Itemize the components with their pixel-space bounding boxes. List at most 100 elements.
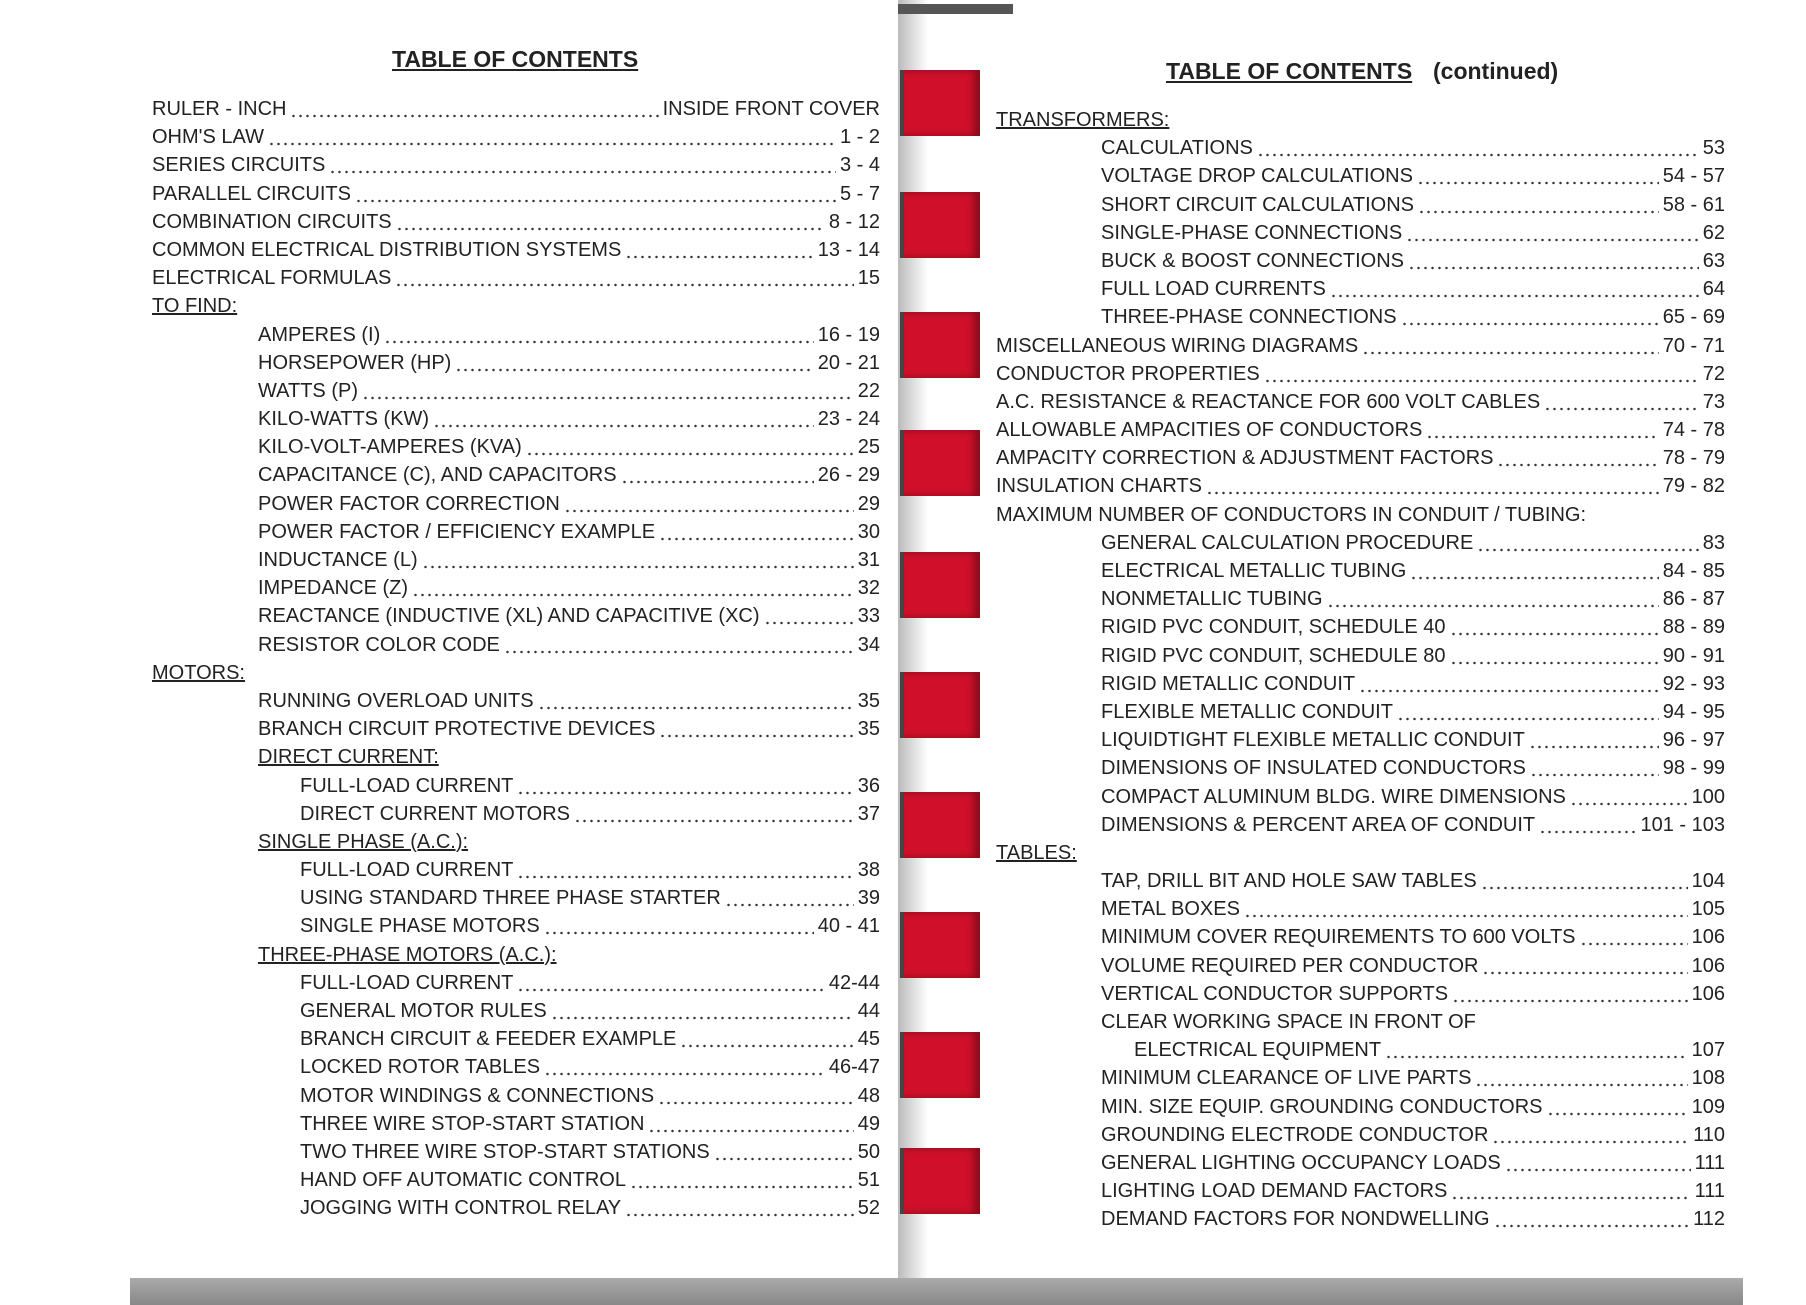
page-number: 64 xyxy=(1702,278,1725,301)
dot-leader xyxy=(1359,669,1659,698)
entry-label: COMBINATION CIRCUITS xyxy=(152,210,392,233)
entry-label: IMPEDANCE (Z) xyxy=(258,577,408,600)
page-number: 23 - 24 xyxy=(817,408,880,431)
dot-leader xyxy=(1449,641,1659,670)
toc-entry: VERTICAL CONDUCTOR SUPPORTS 106 xyxy=(996,979,1725,1008)
toc-entry: AMPERES (I) 16 - 19 xyxy=(152,320,880,349)
toc-entry: SHORT CIRCUIT CALCULATIONS 58 - 61 xyxy=(996,190,1725,219)
page-number: 8 - 12 xyxy=(828,210,880,233)
entry-label: GENERAL MOTOR RULES xyxy=(300,1000,547,1022)
dot-leader xyxy=(421,546,854,575)
page-number: 29 xyxy=(857,492,880,515)
spine-top xyxy=(898,4,1013,14)
toc-entry: CONDUCTOR PROPERTIES 72 xyxy=(996,359,1725,388)
toc-heading: TABLES: xyxy=(996,839,1725,867)
entry-label: RUNNING OVERLOAD UNITS xyxy=(258,689,534,712)
toc-entry: FULL-LOAD CURRENT 36 xyxy=(152,771,880,800)
page-number: 72 xyxy=(1702,362,1725,385)
page-number: 83 xyxy=(1702,531,1725,554)
dot-leader xyxy=(620,461,814,490)
toc-entry: TAP, DRILL BIT AND HOLE SAW TABLES 104 xyxy=(996,867,1725,896)
page-number: 88 - 89 xyxy=(1662,616,1725,639)
toc-entry: MINIMUM CLEARANCE OF LIVE PARTS 108 xyxy=(996,1064,1725,1093)
dot-leader xyxy=(1497,444,1659,473)
toc-entry: VOLTAGE DROP CALCULATIONS 54 - 57 xyxy=(996,162,1725,191)
toc-entry: RUNNING OVERLOAD UNITS 35 xyxy=(152,686,880,716)
binding-tab xyxy=(900,552,980,618)
entry-label: RIGID PVC CONDUIT, SCHEDULE 80 xyxy=(1101,644,1446,667)
toc-heading: MOTORS: xyxy=(152,659,880,687)
dot-leader xyxy=(1579,923,1688,952)
dot-leader xyxy=(713,1137,854,1167)
toc-entry: ELECTRICAL FORMULAS 15 xyxy=(152,264,880,293)
dot-leader xyxy=(267,123,836,152)
toc-entry: COMPACT ALUMINUM BLDG. WIRE DIMENSIONS 10… xyxy=(996,782,1725,811)
dot-leader xyxy=(1408,246,1699,276)
entry-label: MINIMUM COVER REQUIREMENTS TO 600 VOLTS xyxy=(1101,926,1576,949)
toc-entry: RULER - INCH INSIDE FRONT COVER xyxy=(152,95,880,124)
entry-label: HAND OFF AUTOMATIC CONTROL xyxy=(300,1169,626,1192)
toc-entry: THREE WIRE STOP-START STATION 49 xyxy=(152,1109,880,1138)
entry-label: PARALLEL CIRCUITS xyxy=(152,182,351,205)
binding-tab xyxy=(900,312,980,378)
dot-leader xyxy=(1205,472,1659,501)
dot-leader xyxy=(1480,867,1688,896)
toc-entry: INSULATION CHARTS 79 - 82 xyxy=(996,472,1725,501)
entry-label: MAXIMUM NUMBER OF CONDUCTORS IN CONDUIT … xyxy=(996,503,1587,526)
toc-entry: DEMAND FACTORS FOR NONDWELLING 112 xyxy=(996,1205,1725,1234)
dot-leader xyxy=(648,1109,854,1138)
entry-label: THREE-PHASE MOTORS (A.C.): xyxy=(258,943,557,966)
right-toc: TRANSFORMERS: CALCULATIONS 53 VOLTAGE DROP … xyxy=(996,106,1725,1234)
toc-entry: RIGID METALLIC CONDUIT 92 - 93 xyxy=(996,669,1725,698)
toc-entry: VOLUME REQUIRED PER CONDUCTOR 106 xyxy=(996,951,1725,980)
page-number: 105 xyxy=(1691,898,1725,921)
toc-heading: THREE-PHASE MOTORS (A.C.): xyxy=(152,941,880,969)
toc-entry: MISCELLANEOUS WIRING DIAGRAMS 70 - 71 xyxy=(996,331,1725,360)
dot-leader xyxy=(659,517,854,546)
entry-label: GROUNDING ELECTRODE CONDUCTOR xyxy=(1101,1123,1489,1146)
page-number: 34 xyxy=(857,633,880,656)
toc-entry: HAND OFF AUTOMATIC CONTROL 51 xyxy=(152,1166,880,1195)
toc-entry: ALLOWABLE AMPACITIES OF CONDUCTORS 74 - 7… xyxy=(996,416,1725,445)
entry-label: SERIES CIRCUITS xyxy=(152,154,326,177)
toc-entry: HORSEPOWER (HP) 20 - 21 xyxy=(152,348,880,377)
toc-entry: GENERAL MOTOR RULES 44 xyxy=(152,997,880,1026)
entry-label: LIQUIDTIGHT FLEXIBLE METALLIC CONDUIT xyxy=(1101,729,1525,752)
dot-leader xyxy=(1569,782,1688,811)
entry-label: DEMAND FACTORS FOR NONDWELLING xyxy=(1101,1208,1490,1231)
dot-leader xyxy=(1396,697,1659,727)
right-title: TABLE OF CONTENTS xyxy=(1166,58,1413,84)
toc-entry: MOTOR WINDINGS & CONNECTIONS 48 xyxy=(152,1081,880,1110)
page-number: 50 xyxy=(857,1140,880,1163)
page-number: 26 - 29 xyxy=(817,464,880,487)
entry-label: AMPERES (I) xyxy=(258,323,381,346)
toc-entry: DIMENSIONS & PERCENT AREA OF CONDUIT 101 … xyxy=(996,810,1725,839)
entry-label: RESISTOR COLOR CODE xyxy=(258,633,500,656)
toc-entry: PARALLEL CIRCUITS 5 - 7 xyxy=(152,179,880,208)
dot-leader xyxy=(1400,303,1659,332)
dot-leader xyxy=(1426,416,1659,445)
toc-entry: SINGLE PHASE MOTORS 40 - 41 xyxy=(152,912,880,941)
page-number: 44 xyxy=(857,1000,880,1022)
entry-label: INSULATION CHARTS xyxy=(996,475,1202,498)
page-number: 111 xyxy=(1694,1151,1725,1174)
entry-label: CLEAR WORKING SPACE IN FRONT OF xyxy=(1101,1011,1476,1033)
entry-label: RULER - INCH xyxy=(152,98,287,120)
dot-leader xyxy=(384,320,814,349)
page-number: 40 - 41 xyxy=(817,915,880,938)
binding-tab xyxy=(900,912,980,978)
page-number: 100 xyxy=(1691,785,1725,808)
page-number: 106 xyxy=(1691,926,1725,949)
page-number: 20 - 21 xyxy=(817,351,880,374)
entry-label: FULL-LOAD CURRENT xyxy=(300,971,514,994)
toc-entry: IMPEDANCE (Z) 32 xyxy=(152,574,880,603)
entry-label: FULL LOAD CURRENTS xyxy=(1101,278,1326,301)
toc-entry: AMPACITY CORRECTION & ADJUSTMENT FACTORS… xyxy=(996,444,1725,473)
dot-leader xyxy=(658,1081,854,1110)
toc-entry: SINGLE-PHASE CONNECTIONS 62 xyxy=(996,218,1725,247)
dot-leader xyxy=(625,235,814,265)
toc-entry: THREE-PHASE CONNECTIONS 65 - 69 xyxy=(996,303,1725,332)
page-number: 84 - 85 xyxy=(1662,560,1725,582)
page-number: 46-47 xyxy=(828,1056,880,1079)
entry-label: USING STANDARD THREE PHASE STARTER xyxy=(300,887,721,910)
